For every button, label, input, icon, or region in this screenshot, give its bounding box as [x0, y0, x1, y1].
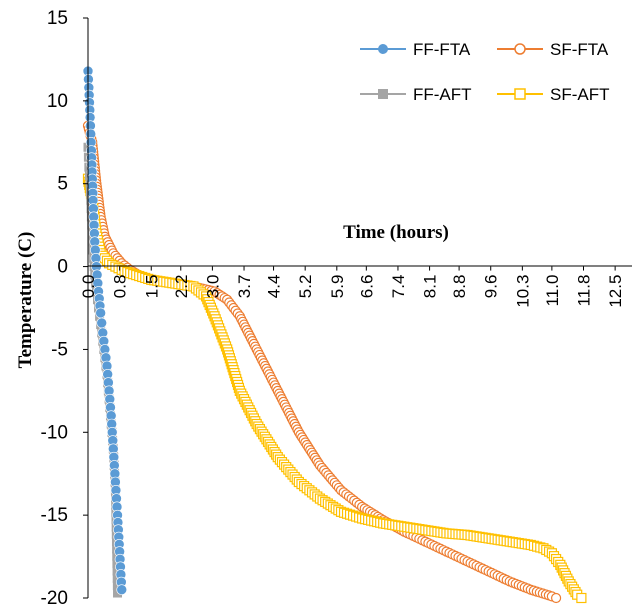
x-tick-label: 10.3 [513, 275, 532, 308]
series-line [87, 125, 557, 599]
data-point [550, 592, 562, 604]
x-tick-label: 12.5 [606, 275, 625, 308]
data-point [95, 307, 106, 319]
series-sf-fta [82, 120, 562, 604]
series-layer [82, 65, 587, 604]
y-tick-label: -15 [41, 505, 68, 526]
legend-item-ff-fta: FF-FTA [360, 40, 471, 59]
legend-label-sf-aft: SF-AFT [550, 85, 610, 104]
x-tick-label: 11.8 [575, 275, 594, 307]
x-tick-label: 8.8 [450, 275, 469, 299]
legend-label-ff-aft: FF-AFT [413, 85, 472, 104]
x-tick-label: 5.2 [296, 275, 315, 299]
y-axis-title: Temperature (C) [15, 232, 36, 369]
y-tick-label: 10 [47, 91, 68, 112]
data-point [112, 581, 122, 591]
data-point [112, 573, 122, 583]
axes-layer [87, 18, 632, 598]
series-ff-fta [82, 65, 128, 596]
legend-item-ff-aft: FF-AFT [360, 85, 472, 104]
x-tick-label: 0.8 [111, 275, 130, 299]
series-sf-aft [82, 173, 587, 604]
x-tick-label: 8.1 [421, 275, 440, 299]
x-tick-label: 7.4 [389, 275, 408, 299]
data-point [96, 317, 108, 329]
y-tick-label: -20 [41, 588, 68, 606]
x-tick-label: 3.7 [235, 275, 254, 299]
x-tick-label: 3.0 [203, 275, 222, 299]
x-tick-label: 4.4 [265, 275, 284, 299]
x-tick-label: 11.0 [543, 275, 562, 307]
y-tick-label: 5 [57, 174, 68, 195]
y-tick-label: -5 [51, 339, 68, 360]
y-tick-label: 15 [47, 8, 68, 29]
x-tick-label: 1.5 [142, 275, 161, 299]
y-tick-labels: 15 10 5 0 -5 -10 -15 -20 [41, 8, 88, 606]
legend-item-sf-fta: SF-FTA [497, 40, 609, 59]
x-tick-label: 0.0 [79, 275, 98, 299]
y-tick-label: -10 [41, 422, 68, 443]
x-tick-label: 5.9 [328, 275, 347, 299]
data-point [576, 592, 587, 604]
x-tick-label: 6.6 [357, 275, 376, 299]
data-point [113, 588, 123, 598]
series-line [87, 178, 582, 599]
legend-label-ff-fta: FF-FTA [413, 40, 471, 59]
legend: FF-FTA SF-FTA FF-AFT SF-AFT [360, 40, 610, 104]
y-tick-label: 0 [57, 257, 68, 278]
x-axis-title: Time (hours) [343, 222, 449, 243]
legend-label-sf-fta: SF-FTA [550, 40, 609, 59]
legend-item-sf-aft: SF-AFT [497, 85, 610, 104]
x-tick-label: 2.2 [172, 275, 191, 299]
x-tick-labels: 0.0 0.8 1.5 2.2 3.0 3.7 4.4 5.2 5.9 6.6 7.4 8.1 8.8 9… [79, 266, 625, 308]
data-point [116, 584, 128, 596]
x-tick-label: 9.6 [482, 275, 501, 299]
